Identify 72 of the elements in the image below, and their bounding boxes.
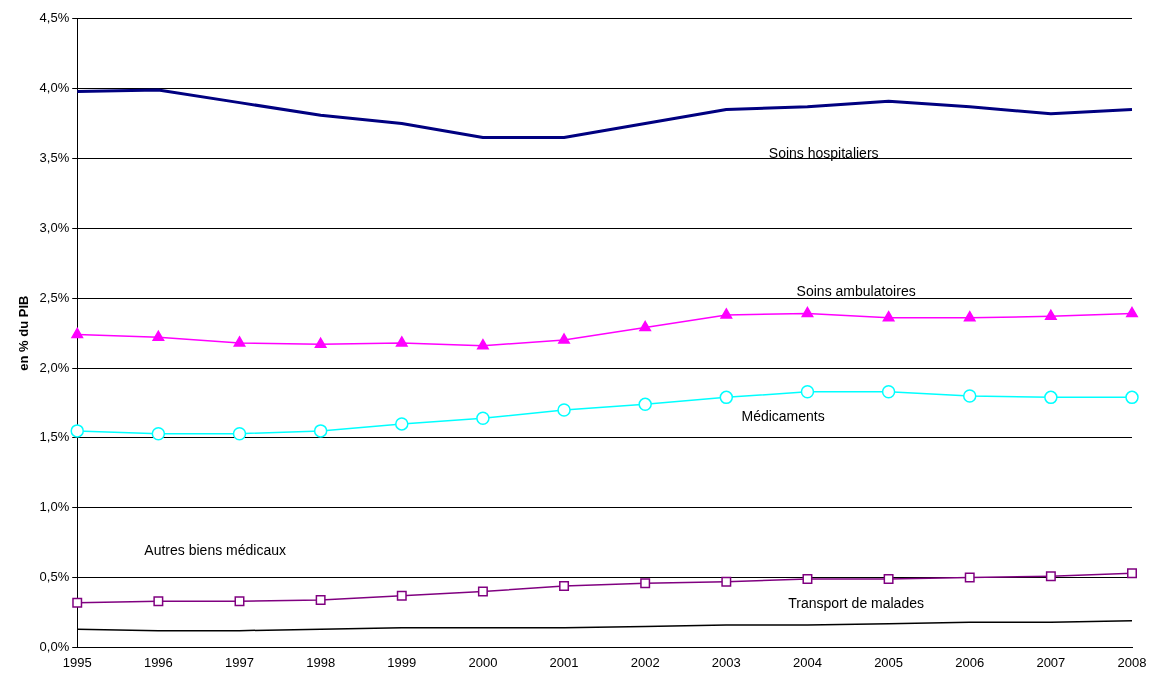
- point: [638, 397, 652, 412]
- series-label: Transport de malades: [788, 595, 924, 612]
- point: [152, 330, 165, 342]
- y-tick-label: 4,5%: [39, 10, 70, 26]
- point: [315, 594, 326, 605]
- point: [1127, 568, 1137, 579]
- series-label: Soins ambulatoires: [796, 282, 916, 299]
- point: [882, 310, 895, 322]
- y-tick-label: 1,0%: [39, 499, 70, 515]
- point: [1044, 390, 1058, 405]
- point: [477, 586, 488, 597]
- point: [476, 411, 490, 426]
- point: [1045, 571, 1056, 582]
- point: [476, 338, 489, 350]
- x-tick-label: 2005: [874, 654, 904, 670]
- text: Autres biens médicaux: [144, 542, 286, 559]
- point: [640, 578, 651, 589]
- point: [881, 385, 896, 399]
- y-tick-label: 2,0%: [39, 359, 70, 375]
- x-tick-label: 2003: [711, 654, 741, 670]
- x-tick-label: 2002: [630, 654, 660, 670]
- x-tick-label: 2001: [549, 654, 579, 670]
- x-tick-label: 2007: [1036, 654, 1066, 670]
- point: [719, 390, 734, 405]
- x-tick-label: 1997: [225, 654, 254, 670]
- point: [314, 337, 327, 349]
- point: [800, 385, 815, 399]
- x-tick-label: 2000: [468, 654, 498, 670]
- point: [962, 389, 977, 403]
- y-axis-title: en % du PIB: [16, 295, 32, 371]
- point: [70, 424, 84, 438]
- point: [72, 597, 83, 608]
- point: [232, 426, 247, 441]
- point: [639, 320, 652, 332]
- point: [801, 306, 814, 318]
- point: [71, 327, 84, 339]
- point: [963, 310, 976, 322]
- point: [234, 596, 245, 607]
- point: [151, 426, 166, 441]
- x-tick-label: 1999: [387, 654, 417, 670]
- point: [720, 308, 733, 319]
- point: [558, 333, 570, 344]
- text: Soins hospitaliers: [768, 144, 879, 161]
- point: [964, 572, 975, 583]
- point: [1044, 309, 1057, 321]
- x-tick-label: 2004: [792, 654, 822, 670]
- x-tick-label: 1998: [306, 654, 336, 670]
- point: [802, 573, 813, 584]
- y-tick-label: 0,0%: [39, 638, 70, 654]
- point: [153, 596, 164, 607]
- x-tick-label: 2008: [1117, 654, 1147, 670]
- x-tick-label: 2006: [955, 654, 985, 670]
- point: [1125, 390, 1139, 405]
- point: [559, 580, 570, 591]
- point: [883, 573, 894, 584]
- x-tick-label: 1996: [143, 654, 173, 670]
- point: [1126, 306, 1138, 318]
- point: [396, 590, 407, 601]
- x-tick-label: 1995: [62, 654, 92, 670]
- point: [233, 336, 246, 347]
- point: [721, 576, 732, 587]
- y-tick-label: 3,0%: [39, 219, 70, 235]
- y-tick-label: 4,0%: [39, 80, 70, 96]
- point: [557, 403, 571, 417]
- y-tick-label: 2,5%: [39, 289, 70, 305]
- y-tick-label: 1,5%: [39, 429, 70, 445]
- series-label: Médicaments: [741, 408, 825, 425]
- point: [395, 417, 409, 431]
- y-tick-label: 0,5%: [39, 569, 70, 585]
- point: [395, 336, 408, 347]
- y-tick-label: 3,5%: [39, 150, 70, 166]
- point: [313, 424, 328, 438]
